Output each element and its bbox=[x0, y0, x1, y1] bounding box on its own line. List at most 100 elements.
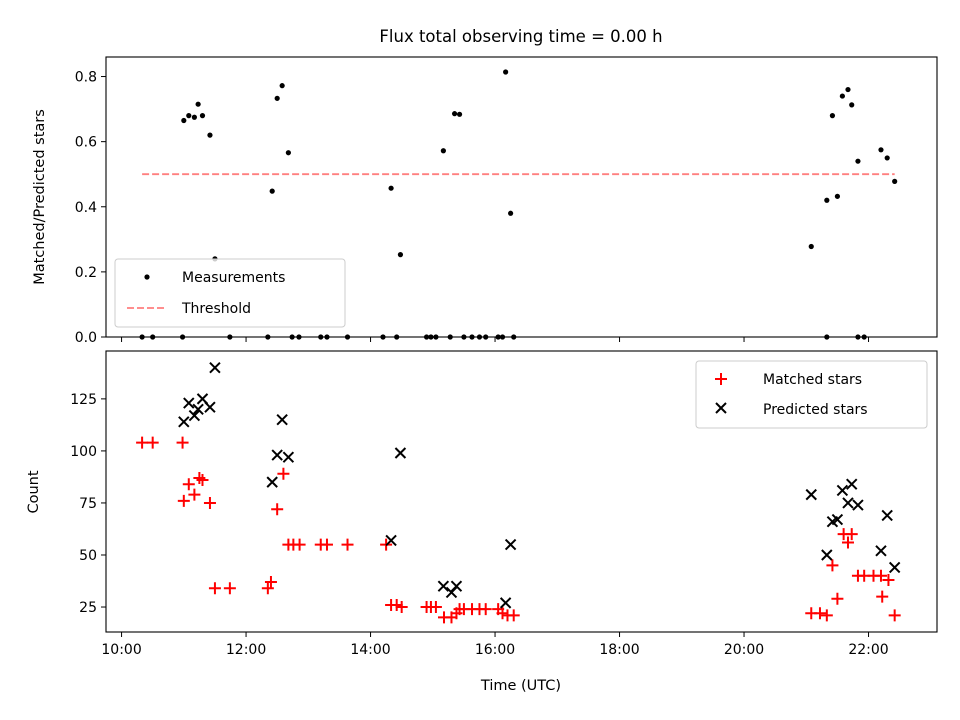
measurements-point-28 bbox=[191, 114, 197, 120]
matched-stars-point-11 bbox=[261, 582, 274, 595]
bottom-legend: Matched stars Predicted stars bbox=[695, 360, 928, 429]
predicted-stars-point-23 bbox=[842, 497, 854, 509]
predicted-stars-point-11 bbox=[385, 534, 397, 547]
measurements-point-38 bbox=[397, 252, 404, 258]
predicted-stars-point-9 bbox=[276, 413, 288, 426]
y-tick-label-3: 100 bbox=[70, 444, 97, 460]
x-tick-label-6: 22:00 bbox=[848, 642, 888, 658]
measurements-point-29 bbox=[195, 101, 201, 107]
y-tick-label-4: 0.8 bbox=[75, 70, 97, 86]
measurements-point-44 bbox=[808, 243, 814, 250]
measurements-point-33 bbox=[269, 188, 275, 194]
predicted-stars-point-16 bbox=[499, 597, 512, 609]
matched-stars-point-54 bbox=[888, 609, 901, 622]
matched-stars-point-42 bbox=[820, 609, 833, 622]
matched-stars-point-8 bbox=[203, 496, 216, 509]
predicted-stars-point-24 bbox=[846, 478, 858, 490]
top-panel-y-label: Matched/Predicted stars bbox=[32, 109, 48, 285]
matched-stars-point-43 bbox=[826, 559, 839, 572]
predicted-stars-point-3 bbox=[192, 403, 204, 415]
matched-stars-point-24 bbox=[395, 601, 408, 614]
measurements-point-42 bbox=[503, 69, 509, 75]
predicted-stars-point-18 bbox=[805, 488, 817, 501]
measurements-point-34 bbox=[274, 95, 280, 101]
measurements-point-47 bbox=[834, 193, 841, 199]
predicted-stars-point-12 bbox=[394, 447, 407, 459]
legend-label-matched-stars: Matched stars bbox=[763, 372, 862, 388]
measurements-point-41 bbox=[456, 111, 463, 117]
measurements-point-54 bbox=[892, 178, 898, 184]
measurements-point-49 bbox=[845, 86, 851, 93]
measurements-point-43 bbox=[508, 210, 514, 216]
matched-stars-point-47 bbox=[845, 528, 858, 541]
x-tick-label-4: 18:00 bbox=[599, 642, 639, 658]
predicted-stars-point-27 bbox=[881, 509, 893, 522]
measurements-point-31 bbox=[207, 132, 213, 138]
predicted-stars-point-10 bbox=[282, 451, 295, 463]
legend-marker-predicted-stars bbox=[715, 402, 727, 414]
predicted-stars-point-8 bbox=[271, 449, 283, 461]
measurements-point-37 bbox=[388, 185, 394, 191]
bottom-panel-marks bbox=[136, 361, 901, 624]
y-tick-label-2: 75 bbox=[79, 496, 97, 512]
bottom-panel: 25 50 75 100 125 10:00 12:00 14:00 16:00 18:00 20… bbox=[26, 350, 938, 694]
matched-stars-point-6 bbox=[193, 471, 206, 484]
matched-stars-point-20 bbox=[341, 538, 354, 551]
measurements-point-50 bbox=[849, 102, 855, 108]
predicted-stars-point-22 bbox=[836, 484, 849, 497]
matched-stars-point-10 bbox=[223, 582, 236, 595]
matched-stars-point-19 bbox=[320, 538, 333, 551]
matched-stars-point-17 bbox=[293, 538, 306, 551]
y-tick-label-1: 50 bbox=[79, 548, 97, 564]
x-tick-label-0: 10:00 bbox=[101, 642, 141, 658]
matched-stars-point-7 bbox=[196, 474, 209, 487]
x-tick-label-3: 16:00 bbox=[475, 642, 515, 658]
matched-stars-point-51 bbox=[874, 569, 887, 582]
predicted-stars-point-0 bbox=[178, 416, 190, 428]
measurements-point-48 bbox=[839, 93, 845, 99]
matched-stars-point-9 bbox=[208, 582, 221, 595]
measurements-point-26 bbox=[181, 117, 187, 124]
predicted-stars-point-13 bbox=[437, 580, 450, 592]
measurements-point-46 bbox=[829, 113, 836, 119]
predicted-stars-point-2 bbox=[188, 409, 201, 422]
measurements-point-52 bbox=[878, 147, 884, 153]
legend-marker-measurements bbox=[144, 274, 150, 280]
bottom-panel-y-label: Count bbox=[26, 470, 42, 513]
bottom-legend-frame bbox=[695, 360, 928, 429]
matched-stars-point-12 bbox=[264, 576, 277, 589]
matched-stars-point-13 bbox=[271, 503, 284, 516]
measurements-point-51 bbox=[855, 158, 861, 164]
measurements-point-53 bbox=[884, 155, 890, 161]
top-panel: 0.00.20.40.60.8 Matched/Predicted stars … bbox=[32, 56, 938, 346]
matched-stars-point-2 bbox=[176, 436, 189, 449]
matched-stars-point-44 bbox=[831, 592, 844, 605]
matched-stars-point-35 bbox=[479, 603, 492, 616]
matched-stars-point-14 bbox=[277, 467, 290, 480]
legend-marker-matched-stars bbox=[715, 373, 727, 385]
predicted-stars-point-21 bbox=[831, 513, 844, 526]
predicted-stars-point-25 bbox=[852, 499, 864, 511]
bottom-panel-y-ticks: 25 50 75 100 125 bbox=[70, 392, 106, 616]
matched-stars-point-41 bbox=[813, 607, 826, 620]
y-tick-label-0: 0.0 bbox=[75, 330, 97, 346]
top-legend: Measurements Threshold bbox=[114, 258, 346, 328]
legend-label-measurements: Measurements bbox=[182, 270, 285, 286]
measurements-point-27 bbox=[186, 113, 192, 119]
bottom-panel-x-ticks: 10:00 12:00 14:00 16:00 18:00 20:00 22:00 bbox=[101, 632, 889, 658]
matched-stars-point-46 bbox=[841, 536, 854, 549]
measurements-point-45 bbox=[824, 197, 830, 203]
y-tick-label-3: 0.6 bbox=[75, 135, 97, 151]
matched-stars-point-27 bbox=[429, 601, 442, 614]
top-panel-y-ticks: 0.0 0.2 0.4 0.6 0.8 bbox=[75, 70, 106, 346]
chart-title: Flux total observing time = 0.00 h bbox=[379, 27, 662, 46]
predicted-stars-point-5 bbox=[204, 401, 216, 413]
measurements-point-35 bbox=[279, 83, 285, 89]
measurements-point-30 bbox=[199, 113, 206, 119]
matched-stars-point-0 bbox=[136, 436, 149, 449]
measurements-point-40 bbox=[451, 111, 458, 117]
matched-stars-point-39 bbox=[507, 609, 520, 622]
matched-stars-point-52 bbox=[876, 590, 889, 603]
predicted-stars-point-1 bbox=[183, 397, 195, 409]
predicted-stars-point-6 bbox=[209, 361, 221, 374]
